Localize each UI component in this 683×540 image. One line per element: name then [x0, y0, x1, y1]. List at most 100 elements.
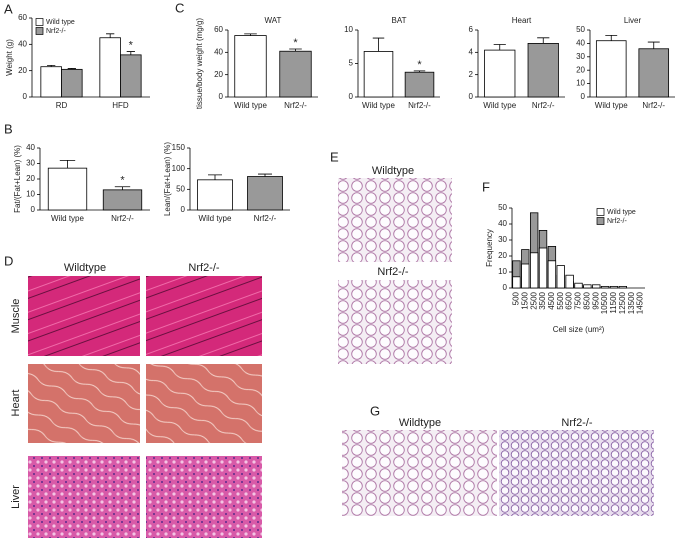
x-tick-label: Nrf2-/-	[642, 101, 665, 110]
bar	[556, 265, 565, 289]
x-tick-label: 12500	[618, 291, 627, 314]
x-tick-label: 5500	[556, 291, 565, 309]
micrograph	[146, 276, 262, 356]
bar	[197, 179, 233, 211]
y-tick-label: 60	[18, 13, 27, 22]
bar	[583, 284, 592, 289]
bar	[99, 37, 121, 98]
legend-swatch	[596, 217, 605, 225]
y-tick-label: 20	[576, 65, 585, 74]
annotation: *	[129, 39, 134, 51]
panel-letter: D	[4, 253, 13, 268]
micrograph	[28, 364, 140, 443]
y-tick-label: 40	[18, 39, 27, 48]
legend-label: Nrf2-/-	[46, 28, 67, 35]
x-tick-label: Wild type	[199, 214, 232, 223]
x-tick-label: 11500	[609, 291, 618, 313]
row-label: Heart	[10, 390, 22, 417]
y-tick-label: 10	[26, 190, 35, 199]
y-tick-label: 0	[581, 92, 586, 101]
micrograph	[146, 364, 262, 443]
bar	[592, 284, 601, 289]
bar	[529, 252, 539, 289]
panel-letter: G	[370, 403, 380, 418]
bar	[565, 274, 574, 289]
x-tick-label: RD	[56, 101, 68, 110]
legend-swatch	[596, 208, 605, 216]
annotation: *	[293, 37, 298, 49]
x-tick-label: 1500	[520, 291, 529, 309]
x-tick-label: HFD	[112, 101, 129, 110]
error-bar	[244, 33, 257, 36]
y-tick-label: 50	[176, 184, 185, 193]
bar	[521, 263, 530, 289]
error-bar	[537, 37, 550, 44]
x-tick-label: Wild type	[362, 101, 395, 110]
chart-title: Heart	[512, 16, 532, 25]
panel-letter: F	[482, 179, 490, 194]
error-bar	[372, 37, 385, 52]
y-tick-label: 50	[576, 25, 585, 34]
y-tick-label: 40	[26, 143, 35, 152]
x-tick-label: 500	[512, 291, 521, 305]
y-axis-label: Lean/(Fat+Lean) (%)	[163, 142, 172, 216]
y-tick-label: 100	[172, 164, 186, 173]
row-label: Liver	[10, 485, 22, 509]
image-label: Wildtype	[399, 417, 441, 429]
annotation: *	[120, 175, 125, 187]
micrograph	[338, 178, 452, 262]
y-tick-label: 20	[18, 66, 27, 75]
error-bar	[67, 68, 76, 70]
bar	[547, 260, 557, 289]
bar	[47, 167, 88, 211]
error-bar	[493, 44, 506, 51]
error-bar	[289, 48, 302, 52]
micrograph	[146, 456, 262, 538]
bar	[512, 276, 521, 289]
y-axis-label: tissue/body weight (mg/g)	[195, 18, 204, 109]
panel-letter: B	[4, 121, 13, 136]
chart-title: WAT	[265, 16, 282, 25]
bar	[484, 49, 516, 98]
error-bar	[47, 65, 56, 67]
bar	[574, 282, 583, 289]
x-tick-label: Wild type	[51, 214, 84, 223]
error-bar	[106, 33, 115, 38]
bar	[595, 40, 627, 98]
x-tick-label: 10500	[600, 291, 609, 314]
legend-swatch	[35, 27, 44, 35]
y-tick-label: 20	[498, 251, 507, 260]
legend-label: Wild type	[607, 209, 636, 216]
error-bar	[258, 173, 272, 177]
bar	[404, 71, 435, 98]
x-tick-label: 6500	[565, 291, 574, 309]
x-tick-label: Nrf2-/-	[111, 214, 134, 223]
image-label: Nrf2-/-	[561, 417, 593, 429]
legend-label: Wild type	[46, 19, 75, 26]
legend-label: Nrf2-/-	[607, 218, 628, 225]
bar	[40, 66, 62, 98]
row-label: Muscle	[10, 299, 22, 334]
x-tick-label: 14500	[636, 291, 645, 314]
bar	[527, 43, 559, 98]
bar	[279, 50, 312, 98]
y-tick-label: 60	[214, 25, 223, 34]
x-tick-label: 7500	[574, 291, 583, 309]
y-tick-label: 10	[498, 267, 507, 276]
column-label: Wildtype	[64, 262, 106, 274]
y-axis-label: Weight (g)	[5, 39, 14, 76]
panel-letter: A	[4, 1, 13, 16]
x-tick-label: Nrf2-/-	[284, 101, 307, 110]
x-tick-label: 9500	[591, 291, 600, 309]
y-tick-label: 150	[172, 143, 186, 152]
y-tick-label: 0	[469, 92, 474, 101]
error-bar	[208, 174, 222, 180]
chart-title: BAT	[392, 16, 407, 25]
y-tick-label: 20	[214, 70, 223, 79]
panel-letter: C	[175, 0, 184, 15]
panel-letter: E	[330, 149, 339, 164]
error-bar	[126, 51, 135, 55]
x-tick-label: Wild type	[483, 101, 516, 110]
error-bar	[114, 186, 131, 190]
